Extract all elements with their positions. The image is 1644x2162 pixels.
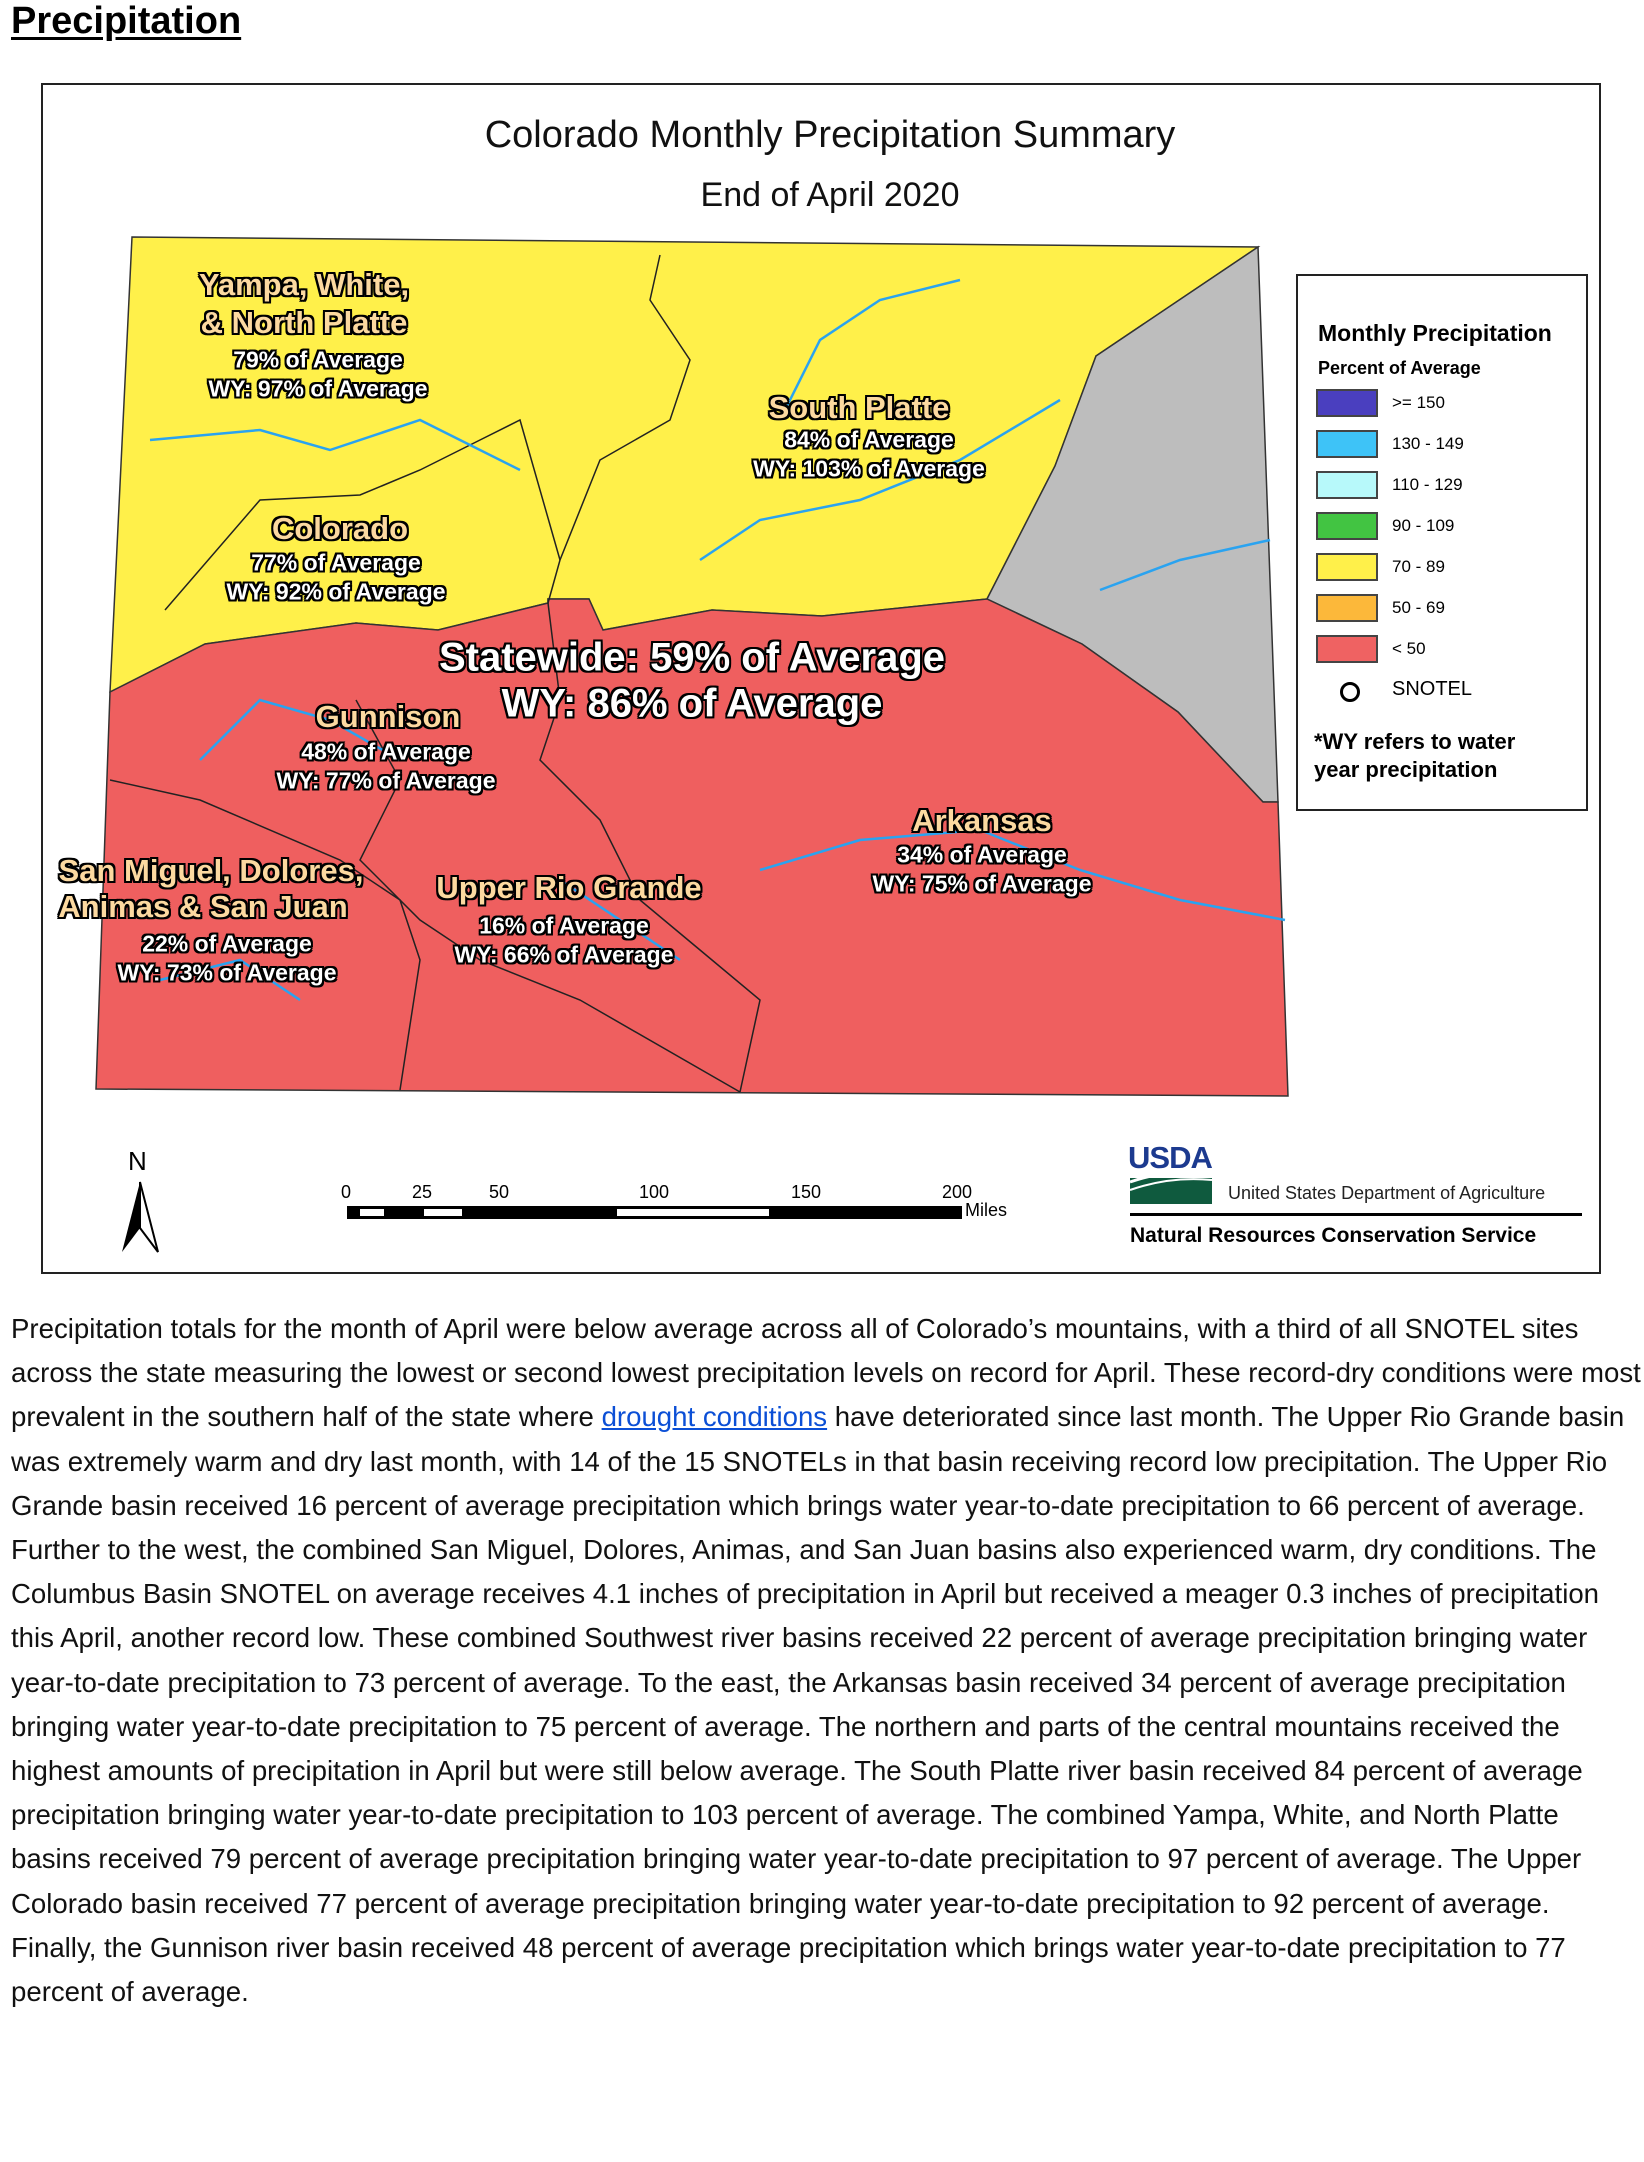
agency-department: United States Department of Agriculture <box>1228 1183 1546 1203</box>
legend-note: *WY refers to water year precipitation <box>1314 729 1516 782</box>
basin-monthly: 22% of Average <box>142 930 312 957</box>
legend-swatch <box>1316 471 1378 499</box>
scale-tick: 0 <box>341 1182 352 1202</box>
legend-swatch <box>1316 430 1378 458</box>
drought-conditions-link[interactable]: drought conditions <box>601 1401 828 1433</box>
statewide-wy: WY: 86% of Average <box>501 681 883 726</box>
usda-logo-text: USDA <box>1128 1140 1213 1175</box>
basin-wy: WY: 75% of Average <box>872 870 1092 897</box>
paragraph-text: Precipitation totals for the month of Ap… <box>11 1313 1641 1433</box>
legend-label: 90 - 109 <box>1392 516 1455 535</box>
basin-name: San Miguel, Dolores, <box>58 853 364 888</box>
legend-label: 110 - 129 <box>1392 475 1463 494</box>
map-frame <box>41 83 1601 1274</box>
scale-tick: 150 <box>791 1182 822 1202</box>
map-legend: Monthly Precipitation Percent of Average… <box>1296 274 1588 811</box>
snotel-circle-icon <box>1340 682 1360 702</box>
scale-unit: Miles <box>965 1200 1008 1220</box>
basin-name: Upper Rio Grande <box>436 870 702 905</box>
north-arrow-icon <box>122 1181 159 1253</box>
body-paragraph: Precipitation totals for the month of Ap… <box>11 1307 1641 2014</box>
legend-swatch <box>1316 512 1378 540</box>
basin-wy: WY: 73% of Average <box>117 959 337 986</box>
agency-service: Natural Resources Conservation Service <box>1130 1224 1537 1247</box>
legend-label: SNOTEL <box>1392 678 1473 700</box>
scale-tick: 25 <box>412 1182 433 1202</box>
basin-wy: WY: 97% of Average <box>208 375 428 402</box>
basin-monthly: 79% of Average <box>233 346 403 373</box>
basin-monthly: 16% of Average <box>479 912 649 939</box>
legend-label: < 50 <box>1392 639 1426 658</box>
legend-swatch <box>1316 635 1378 663</box>
legend-subtitle: Percent of Average <box>1318 358 1481 378</box>
basin-monthly: 48% of Average <box>301 738 471 765</box>
basin-wy: WY: 66% of Average <box>454 941 674 968</box>
basin-name: Colorado <box>271 511 409 546</box>
basin-monthly: 84% of Average <box>784 426 954 453</box>
legend-swatch <box>1316 553 1378 581</box>
map-subtitle: End of April 2020 <box>700 176 960 214</box>
legend-label: >= 150 <box>1392 393 1445 412</box>
north-label: N <box>128 1146 147 1176</box>
basin-boundaries <box>109 254 761 1093</box>
colorado-map <box>95 236 1582 1253</box>
scale-tick: 200 <box>942 1182 973 1202</box>
legend-label: 50 - 69 <box>1392 598 1445 617</box>
map-title: Colorado Monthly Precipitation Summary <box>484 114 1176 156</box>
basin-monthly: 34% of Average <box>897 841 1067 868</box>
basin-wy: WY: 92% of Average <box>226 578 446 605</box>
legend-swatch <box>1316 594 1378 622</box>
rivers <box>149 278 1286 1002</box>
basin-name: & North Platte <box>200 305 408 340</box>
basin-name: Gunnison <box>315 699 461 734</box>
basin-name: Yampa, White, <box>198 267 410 302</box>
usda-logo-icon <box>1129 1169 1582 1216</box>
scale-tick: 50 <box>489 1182 510 1202</box>
legend-title: Monthly Precipitation <box>1318 320 1552 346</box>
basin-monthly: 77% of Average <box>251 549 421 576</box>
basin-name: Arkansas <box>912 803 1052 838</box>
basin-name: South Platte <box>768 390 950 425</box>
legend-label: 130 - 149 <box>1392 434 1464 453</box>
statewide-monthly: Statewide: 59% of Average <box>438 635 946 680</box>
scale-bar <box>347 1206 962 1219</box>
section-heading: Precipitation <box>11 0 242 42</box>
scale-tick: 100 <box>639 1182 670 1202</box>
basin-wy: WY: 77% of Average <box>276 767 496 794</box>
legend-swatch <box>1316 389 1378 417</box>
paragraph-text: have deteriorated since last month. The … <box>11 1401 1625 2008</box>
region-red <box>95 598 1289 1097</box>
legend-label: 70 - 89 <box>1392 557 1445 576</box>
basin-name: Animas & San Juan <box>58 889 348 924</box>
basin-wy: WY: 103% of Average <box>753 455 985 482</box>
